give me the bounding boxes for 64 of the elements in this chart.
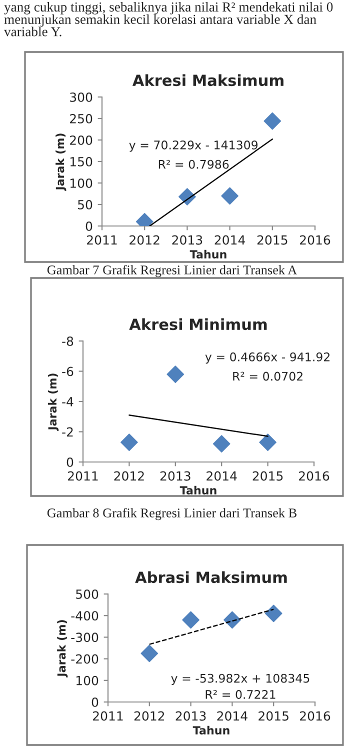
y-axis-title: Jarak (m) (57, 620, 68, 678)
point (182, 611, 200, 629)
y-tick-label: -400 (71, 611, 98, 621)
y-tick-label: -200 (71, 654, 98, 664)
annotation: R² = 0.7221 (206, 690, 276, 699)
y-tick-label: 100 (76, 676, 98, 686)
x-tick-label: 2015 (258, 711, 288, 721)
x-tick-label: 2012 (130, 235, 160, 245)
x-tick-label: 2013 (160, 471, 190, 481)
chart-title: Akresi Maksimum (132, 74, 284, 86)
y-tick-label: 500 (76, 589, 98, 599)
point (120, 434, 138, 452)
point (264, 604, 282, 622)
point (140, 644, 158, 662)
y-tick-label: -8 (62, 336, 74, 346)
point (166, 366, 184, 383)
y-tick-label: -2 (62, 427, 73, 436)
x-tick-label: 2013 (172, 235, 202, 245)
y-tick-label: 150 (70, 156, 92, 166)
x-axis-title: Tahun (180, 486, 216, 495)
point (259, 434, 276, 452)
y-tick-label: 300 (70, 92, 92, 102)
x-tick-label: 2013 (176, 711, 206, 721)
chart-title: Abrasi Maksimum (135, 571, 287, 584)
point (264, 112, 282, 130)
x-tick-label: 2012 (134, 711, 164, 721)
y-tick-label: 0 (86, 221, 92, 231)
x-tick-label: 2011 (68, 471, 98, 481)
x-tick-label: 2015 (257, 235, 288, 245)
x-tick-label: 2016 (300, 711, 330, 721)
x-tick-label: 2011 (87, 235, 117, 245)
y-tick-label: -6 (62, 366, 74, 376)
x-tick-label: 2016 (300, 235, 330, 245)
text: yang cukup tinggi, sebaliknya jika nilai R² mendekati nilai 0 menunjukan semakin kecil korelasi antara variable X dan variable Y. (4, 2, 333, 36)
x-tick-label: 2015 (252, 471, 283, 481)
annotation: y = 70.229x - 141309 (129, 140, 258, 152)
y-axis-title: Jarak (m) (48, 374, 59, 431)
y-tick-label: -4 (62, 397, 74, 406)
y-tick-label: 200 (70, 135, 92, 145)
x-axis-title: Tahun (192, 726, 230, 735)
text: Gambar 8 Grafik Regresi Linier dari Transek B (47, 508, 296, 520)
x-axis-title: Tahun (190, 250, 226, 259)
x-tick-label: 2014 (217, 711, 248, 721)
point (212, 435, 230, 453)
y-axis-title: Jarak (m) (56, 134, 66, 191)
y-tick-label: 250 (70, 114, 92, 124)
y-tick-label: 0 (66, 457, 74, 467)
chart-title: Akresi Minimum (129, 318, 267, 330)
x-tick-label: 2012 (114, 471, 144, 481)
text: Gambar 7 Grafik Regresi Linier dari Transek A (47, 265, 298, 278)
x-tick-label: 2014 (206, 471, 237, 481)
annotation: R² = 0.0702 (233, 372, 302, 381)
y-tick-label: -300 (71, 632, 98, 642)
x-tick-label: 2014 (214, 235, 246, 245)
annotation: R² = 0.7986 (158, 160, 229, 169)
y-tick-label: 100 (70, 178, 92, 188)
point (224, 611, 241, 629)
x-tick-label: 2016 (299, 471, 330, 481)
annotation: y = -53.982x + 108345 (171, 674, 310, 686)
x-tick-label: 2011 (93, 711, 123, 721)
annotation: y = 0.4666x - 941.92 (205, 352, 330, 364)
point (221, 187, 238, 205)
y-tick-label: 50 (78, 200, 92, 210)
y-tick-label: 0 (92, 697, 98, 707)
